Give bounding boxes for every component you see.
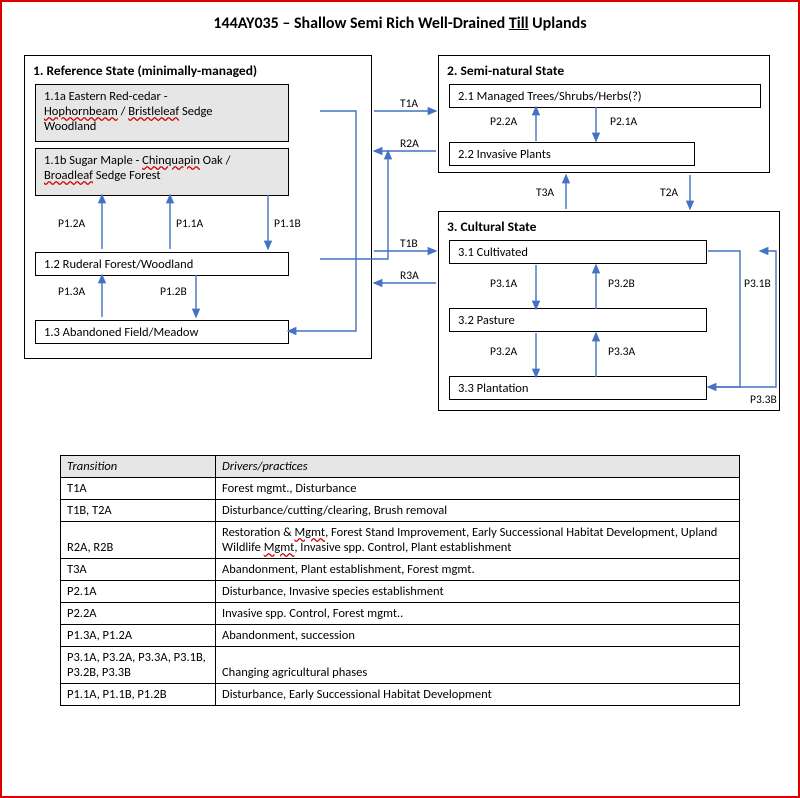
label-p12b: P1.2B [160,285,187,299]
state-transition-diagram: 1. Reference State (minimally-managed) 1… [20,51,780,431]
label-p11a: P1.1A [176,217,203,231]
p11a-s2: Sedge [179,104,212,119]
label-t2a: T2A [660,186,678,200]
label-r3a: R3A [400,269,419,283]
phase-2-1: 2.1 Managed Trees/Shrubs/Herbs(?) [449,84,761,108]
state-1-title: 1. Reference State (minimally-managed) [25,56,371,83]
cell-d: Forest mgmt., Disturbance [216,478,740,500]
p11a-w1: Hophornbeam [44,104,118,119]
cell-t: P1.3A, P1.2A [61,625,216,647]
cell-t: P2.2A [61,603,216,625]
label-p12a: P1.2A [58,217,85,231]
table-row: P2.2AInvasive spp. Control, Forest mgmt.… [61,603,740,625]
cell-d: Invasive spp. Control, Forest mgmt.. [216,603,740,625]
phase-3-1: 3.1 Cultivated [449,240,707,264]
title-suffix: Uplands [529,14,587,33]
label-p31b: P3.1B [744,277,771,291]
cell-t: P3.1A, P3.2A, P3.3A, P3.1B, P3.2B, P3.3B [61,647,216,684]
label-p11b: P1.1B [274,217,301,231]
label-p22a: P2.2A [490,115,517,129]
cell-d: Restoration & Mgmt, Forest Stand Improve… [216,522,740,559]
phase-1-3: 1.3 Abandoned Field/Meadow [35,320,289,344]
phase-1-1b: 1.1b Sugar Maple - Chinquapin Oak / Broa… [35,148,289,196]
label-p31a: P3.1A [490,277,517,291]
label-t1a: T1A [400,97,418,111]
label-p32b: P3.2B [608,277,635,291]
transition-table: Transition Drivers/practices T1AForest m… [60,455,740,706]
p11b-w2: Broadleaf [44,168,93,183]
cell-t: P2.1A [61,581,216,603]
p11a-line3: Woodland [44,119,96,134]
label-p32a2: P3.2A [490,345,517,359]
cell-d: Disturbance, Invasive species establishm… [216,581,740,603]
label-p33a: P3.3A [608,345,635,359]
p11a-s1: / [118,104,128,119]
title-prefix: 144AY035 – Shallow Semi Rich Well-Draine… [213,14,508,33]
p11b-e: Sedge Forest [93,168,161,183]
label-p13a: P1.3A [58,285,85,299]
page-title: 144AY035 – Shallow Semi Rich Well-Draine… [20,14,780,33]
p11b-w1: Chinquapin [142,153,200,168]
p11a-line1: 1.1a Eastern Red-cedar - [44,89,168,104]
phase-3-2: 3.2 Pasture [449,308,707,332]
p11b-a: 1.1b Sugar Maple - [44,153,142,168]
label-t1b: T1B [400,237,418,251]
cell-t: P1.1A, P1.1B, P1.2B [61,684,216,706]
table-row: T3AAbandonment, Plant establishment, For… [61,559,740,581]
label-p33b: P3.3B [750,393,777,407]
cell-t: R2A, R2B [61,522,216,559]
phase-3-3: 3.3 Plantation [449,376,707,400]
phase-1-2: 1.2 Ruderal Forest/Woodland [35,252,289,276]
table-row: P2.1ADisturbance, Invasive species estab… [61,581,740,603]
cell-t: T3A [61,559,216,581]
cell-d: Abandonment, Plant establishment, Forest… [216,559,740,581]
label-p21a: P2.1A [610,115,637,129]
cell-d: Disturbance, Early Successional Habitat … [216,684,740,706]
phase-2-2: 2.2 Invasive Plants [449,142,695,166]
state-3-title: 3. Cultural State [439,212,779,239]
table-row: T1AForest mgmt., Disturbance [61,478,740,500]
table-row: P1.1A, P1.1B, P1.2BDisturbance, Early Su… [61,684,740,706]
th-drivers: Drivers/practices [216,456,740,478]
th-transition: Transition [61,456,216,478]
state-3-box: 3. Cultural State 3.1 Cultivated 3.2 Pas… [438,211,780,411]
cell-d: Disturbance/cutting/clearing, Brush remo… [216,500,740,522]
state-2-box: 2. Semi-natural State 2.1 Managed Trees/… [438,55,770,173]
table-row: P3.1A, P3.2A, P3.3A, P3.1B, P3.2B, P3.3B… [61,647,740,684]
cell-t: T1A [61,478,216,500]
state-2-title: 2. Semi-natural State [439,56,769,83]
cell-d: Changing agricultural phases [216,647,740,684]
table-row: T1B, T2ADisturbance/cutting/clearing, Br… [61,500,740,522]
table-row: P1.3A, P1.2AAbandonment, succession [61,625,740,647]
state-1-box: 1. Reference State (minimally-managed) 1… [24,55,372,359]
p11b-c: Oak / [200,153,230,168]
title-underline: Till [509,14,529,33]
p11a-w2: Bristleleaf [128,104,179,119]
cell-t: T1B, T2A [61,500,216,522]
cell-d: Abandonment, succession [216,625,740,647]
phase-1-1a: 1.1a Eastern Red-cedar - Hophornbeam / B… [35,84,289,142]
label-t3a: T3A [536,186,554,200]
label-r2a: R2A [400,137,419,151]
table-row: R2A, R2BRestoration & Mgmt, Forest Stand… [61,522,740,559]
